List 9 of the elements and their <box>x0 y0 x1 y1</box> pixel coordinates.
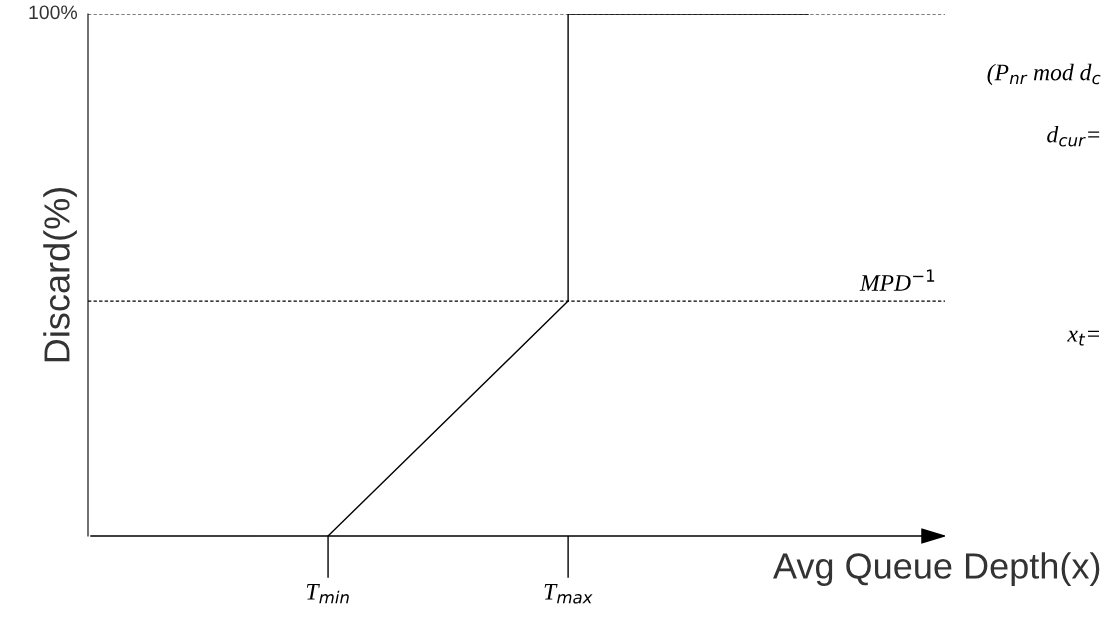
x-tick-label: T$_{min}$ <box>306 584 349 604</box>
x-tick-label: T$_{max}$ <box>544 584 593 604</box>
text: (P$_{nr}$ mod d$_{c}$ <box>987 63 1101 86</box>
ref-line-label: 100% <box>29 5 78 20</box>
y-axis-title: Discard(%) <box>43 187 77 362</box>
ref-line-label: MPD$^{−1}$ <box>859 269 935 291</box>
text: x$_{t}$= <box>1067 330 1099 346</box>
x-axis-title: Avg Queue Depth(x) <box>773 552 1100 586</box>
text: d$_{cur}$= <box>1047 125 1100 147</box>
